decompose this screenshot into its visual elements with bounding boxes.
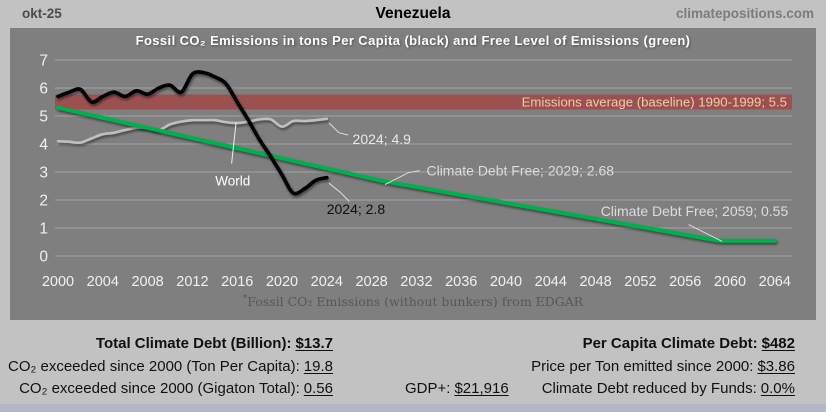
stat-value: 0.56 [303, 380, 333, 398]
stat-value: $13.7 [295, 335, 333, 352]
x-tick-label: 2028 [355, 274, 387, 290]
annotation-leader [328, 182, 350, 202]
y-tick-label: 3 [39, 165, 48, 182]
annotation-label: 2024; 2.8 [327, 201, 386, 217]
stat-value: $21,916 [454, 380, 509, 397]
date-label: okt-25 [22, 6, 62, 21]
y-tick-label: 1 [39, 221, 48, 238]
venezuela-emissions-line [56, 70, 329, 196]
stat-price-per-ton: Price per Ton emitted since 2000: $3.86 [531, 357, 795, 375]
annotation-leader [231, 122, 237, 164]
annotation-leader [384, 170, 420, 186]
x-tick-label: 2060 [714, 274, 746, 290]
chart-footnote: *Fossil CO₂ Emissions (without bunkers) … [242, 294, 584, 310]
stat-co2-exceeded-gigaton: CO₂ exceeded since 2000 (Gigaton Total):… [19, 380, 333, 398]
stats-left-block: Total Climate Debt (Billion): $13.7 CO₂ e… [8, 333, 333, 401]
x-tick-label: 2020 [266, 274, 298, 290]
annotation-leader [688, 224, 723, 242]
stat-total-climate-debt: Total Climate Debt (Billion): $13.7 [95, 335, 333, 352]
x-tick-label: 2012 [176, 274, 208, 290]
x-tick-label: 2044 [535, 274, 567, 290]
stat-value: $3.86 [757, 357, 795, 375]
x-tick-label: 2052 [624, 274, 656, 290]
y-tick-label: 5 [39, 109, 48, 126]
baseline-band-label: Emissions average (baseline) 1990-1999; … [522, 95, 787, 110]
x-tick-label: 2064 [759, 274, 791, 290]
stat-value: $482 [761, 335, 795, 352]
chart-title: Fossil CO₂ Emissions in tons Per Capita … [135, 33, 691, 48]
stat-co2-exceeded-per-capita: CO₂ exceeded since 2000 (Ton Per Capita)… [7, 357, 333, 375]
x-tick-label: 2056 [669, 274, 701, 290]
x-tick-label: 2032 [400, 274, 432, 290]
annotation-label: Climate Debt Free; 2029; 2.68 [426, 163, 614, 179]
chart-plot-area: 0 1 2 3 4 5 6 7 2000 2004 2008 2012 2016 2020 2024 2028… [39, 53, 792, 290]
y-tick-label: 6 [39, 81, 48, 98]
x-tick-label: 2024 [311, 274, 343, 290]
x-tick-label: 2008 [131, 274, 163, 290]
page-title: Venezuela [375, 5, 451, 22]
world-emissions-line [56, 117, 329, 145]
annotation-label: World [215, 173, 250, 188]
x-tick-label: 2000 [42, 274, 74, 290]
stats-panel: Total Climate Debt (Billion): $13.7 CO₂ e… [0, 320, 826, 404]
emissions-chart: 0 1 2 3 4 5 6 7 2000 2004 2008 2012 2016 2020 2024 2028… [10, 28, 816, 320]
x-tick-label: 2016 [221, 274, 253, 290]
free-level-line [56, 105, 777, 243]
y-tick-label: 0 [39, 249, 48, 266]
top-bar: okt-25 Venezuela climatepositions.com [0, 0, 826, 28]
site-watermark: climatepositions.com [675, 6, 814, 21]
stat-per-capita-climate-debt: Per Capita Climate Debt: $482 [582, 335, 795, 352]
y-tick-label: 2 [39, 193, 48, 210]
stat-value: 19.8 [303, 357, 333, 375]
stat-debt-reduced-by-funds: Climate Debt reduced by Funds: 0.0% [541, 380, 795, 398]
footnote-asterisk: * [242, 294, 248, 304]
stats-right-block: Per Capita Climate Debt: $482 Price per T… [531, 333, 795, 401]
x-tick-label: 2040 [490, 274, 522, 290]
y-tick-label: 7 [39, 53, 48, 70]
stat-value: 0.0% [760, 380, 795, 398]
annotation-label: 2024; 4.9 [353, 131, 412, 147]
stat-gdp: GDP+: $21,916 [405, 380, 509, 397]
y-tick-label: 4 [39, 137, 48, 154]
x-tick-label: 2048 [579, 274, 611, 290]
bottom-accent-bar [0, 404, 826, 412]
annotation-label: Climate Debt Free; 2059; 0.55 [601, 203, 789, 219]
x-tick-label: 2036 [445, 274, 477, 290]
x-tick-label: 2004 [87, 274, 119, 290]
annotation-leader [328, 122, 349, 136]
